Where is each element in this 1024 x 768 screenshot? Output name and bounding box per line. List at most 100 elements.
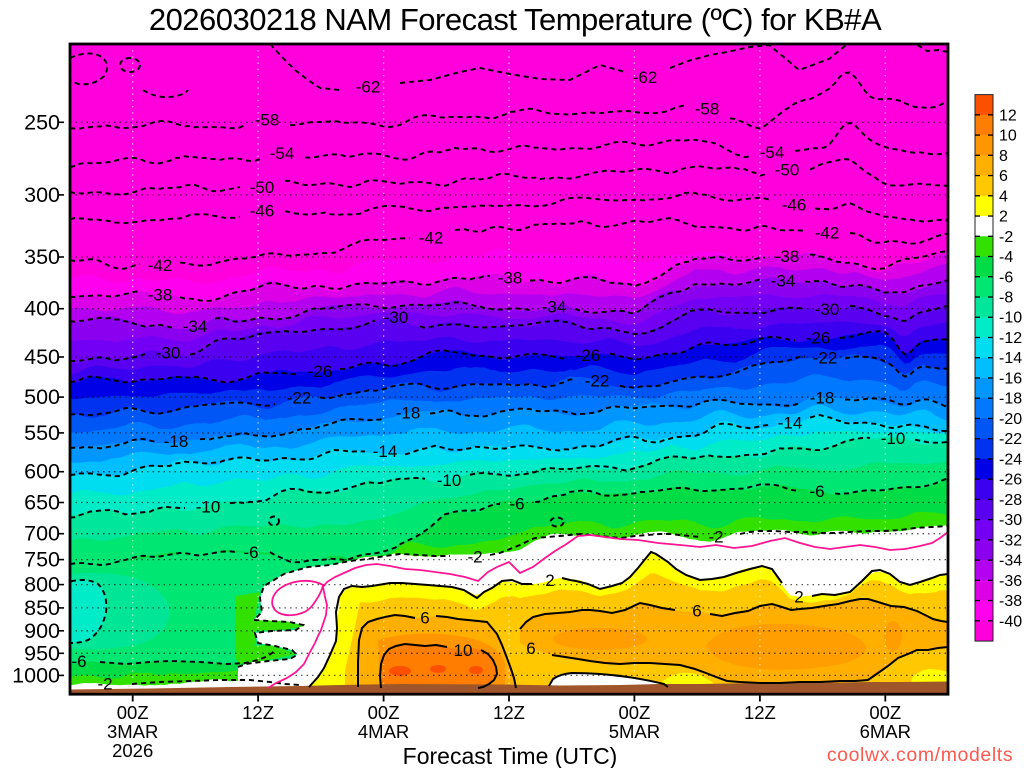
svg-text:-10: -10 [437, 471, 462, 490]
svg-text:500: 500 [24, 385, 60, 409]
svg-text:-26: -26 [806, 328, 831, 347]
svg-text:00Z: 00Z [869, 702, 901, 723]
svg-text:-38: -38 [775, 247, 800, 266]
svg-text:4: 4 [999, 188, 1008, 205]
svg-text:750: 750 [24, 548, 60, 572]
svg-text:-4: -4 [999, 249, 1013, 266]
svg-text:-6: -6 [71, 652, 86, 671]
svg-text:12: 12 [999, 107, 1017, 124]
svg-text:-62: -62 [633, 68, 658, 87]
svg-text:300: 300 [24, 183, 60, 207]
svg-text:-8: -8 [999, 290, 1013, 307]
svg-text:-34: -34 [542, 298, 567, 317]
svg-text:-26: -26 [576, 346, 601, 365]
svg-text:-42: -42 [148, 256, 173, 275]
svg-text:-46: -46 [250, 201, 275, 220]
svg-text:-38: -38 [999, 593, 1022, 610]
svg-text:-22: -22 [287, 389, 312, 408]
svg-text:12Z: 12Z [242, 702, 274, 723]
svg-text:-62: -62 [356, 78, 381, 97]
svg-text:-50: -50 [250, 178, 275, 197]
svg-text:-58: -58 [255, 110, 280, 129]
svg-text:-2: -2 [97, 675, 112, 694]
svg-text:-14: -14 [778, 413, 803, 432]
svg-text:6: 6 [526, 639, 535, 658]
svg-text:-6: -6 [999, 269, 1013, 286]
svg-text:00Z: 00Z [117, 702, 149, 723]
svg-text:-42: -42 [419, 229, 444, 248]
svg-text:2: 2 [999, 209, 1008, 226]
svg-text:-2: -2 [999, 229, 1013, 246]
svg-text:8: 8 [999, 148, 1008, 165]
svg-text:-34: -34 [999, 553, 1022, 570]
svg-text:550: 550 [24, 421, 60, 445]
svg-text:-38: -38 [498, 269, 523, 288]
svg-text:-54: -54 [760, 143, 785, 162]
svg-text:-22: -22 [813, 349, 838, 368]
svg-text:2026030218 NAM Forecast Temper: 2026030218 NAM Forecast Temperature (ºC)… [149, 2, 882, 37]
svg-text:10: 10 [999, 128, 1017, 145]
svg-text:00Z: 00Z [368, 702, 400, 723]
svg-text:6: 6 [692, 602, 701, 621]
svg-text:2: 2 [545, 571, 554, 590]
svg-text:2: 2 [794, 587, 803, 606]
svg-text:650: 650 [24, 491, 60, 515]
svg-text:3MAR: 3MAR [107, 721, 158, 742]
svg-text:-36: -36 [999, 573, 1022, 590]
svg-text:-50: -50 [775, 160, 800, 179]
svg-text:6: 6 [999, 168, 1008, 185]
svg-text:-26: -26 [308, 362, 333, 381]
svg-text:250: 250 [24, 110, 60, 134]
svg-text:-20: -20 [999, 411, 1022, 428]
svg-text:-38: -38 [148, 286, 173, 305]
svg-text:450: 450 [24, 345, 60, 369]
svg-text:12Z: 12Z [744, 702, 776, 723]
svg-text:-10: -10 [196, 497, 221, 516]
svg-text:-2: -2 [467, 548, 482, 567]
svg-text:-34: -34 [183, 317, 208, 336]
svg-text:-18: -18 [396, 404, 421, 423]
svg-text:-14: -14 [373, 442, 398, 461]
svg-text:-46: -46 [782, 196, 807, 215]
svg-text:-6: -6 [243, 543, 258, 562]
svg-text:6: 6 [420, 609, 429, 628]
svg-text:10: 10 [454, 641, 473, 660]
svg-text:-42: -42 [815, 223, 840, 242]
svg-text:400: 400 [24, 297, 60, 321]
svg-text:600: 600 [24, 460, 60, 484]
svg-text:-22: -22 [999, 431, 1022, 448]
svg-text:5MAR: 5MAR [609, 721, 660, 742]
svg-text:-34: -34 [771, 271, 796, 290]
svg-text:-24: -24 [999, 451, 1022, 468]
svg-text:-30: -30 [815, 300, 840, 319]
svg-text:-30: -30 [999, 512, 1022, 529]
svg-text:-2: -2 [708, 528, 723, 547]
svg-text:1000: 1000 [12, 663, 60, 687]
svg-text:-30: -30 [384, 308, 409, 327]
svg-text:-18: -18 [999, 391, 1022, 408]
svg-text:-28: -28 [999, 492, 1022, 509]
svg-text:900: 900 [24, 619, 60, 643]
svg-text:-14: -14 [999, 350, 1022, 367]
svg-text:2026: 2026 [112, 740, 153, 761]
svg-text:-18: -18 [164, 432, 189, 451]
svg-text:-12: -12 [999, 330, 1022, 347]
svg-text:800: 800 [24, 573, 60, 597]
svg-text:-22: -22 [585, 371, 610, 390]
svg-text:850: 850 [24, 596, 60, 620]
svg-text:-58: -58 [695, 99, 720, 118]
svg-text:-10: -10 [881, 429, 906, 448]
svg-text:-6: -6 [809, 482, 824, 501]
svg-text:-16: -16 [999, 370, 1022, 387]
svg-text:coolwx.com/modelts: coolwx.com/modelts [827, 744, 1013, 766]
svg-text:950: 950 [24, 641, 60, 665]
svg-text:-10: -10 [999, 310, 1022, 327]
svg-text:700: 700 [24, 522, 60, 546]
svg-text:-30: -30 [156, 344, 181, 363]
svg-text:-6: -6 [509, 495, 524, 514]
svg-text:-26: -26 [999, 472, 1022, 489]
svg-text:350: 350 [24, 245, 60, 269]
svg-text:-18: -18 [810, 389, 835, 408]
svg-text:12Z: 12Z [493, 702, 525, 723]
svg-text:-32: -32 [999, 532, 1022, 549]
